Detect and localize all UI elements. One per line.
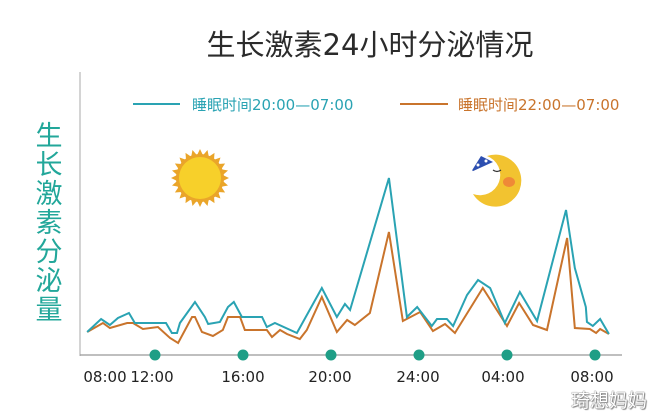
y-axis-label: 生长激素分泌量	[35, 121, 63, 326]
series-line	[86, 231, 610, 345]
x-tick-dot	[325, 349, 337, 361]
x-tick-label: 16:00	[221, 368, 265, 386]
x-tick-dot	[237, 349, 249, 361]
x-tick-dot	[501, 349, 513, 361]
watermark: 琦想妈妈	[570, 390, 647, 412]
legend-swatch-teal	[133, 103, 180, 105]
x-tick-label: 08:00	[570, 368, 614, 386]
x-tick-dot	[589, 349, 601, 361]
x-tick-label: 24:00	[396, 368, 440, 386]
x-tick-label: 12:00	[130, 368, 174, 386]
sleeping-moon-icon	[469, 154, 522, 207]
x-tick-label: 20:00	[308, 368, 352, 386]
legend-label-teal: 睡眠时间20:00—07:00	[192, 96, 354, 114]
x-tick-dot	[413, 349, 425, 361]
x-tick-dot	[149, 349, 161, 361]
chart-title: 生长激素24小时分泌情况	[206, 28, 534, 62]
legend-label-orange: 睡眠时间22:00—07:00	[458, 96, 620, 114]
sun-icon	[171, 149, 229, 207]
x-tick-label: 08:00	[83, 368, 127, 386]
legend-swatch-orange	[400, 103, 448, 105]
x-tick-label: 04:00	[481, 368, 525, 386]
series-line	[86, 177, 610, 335]
